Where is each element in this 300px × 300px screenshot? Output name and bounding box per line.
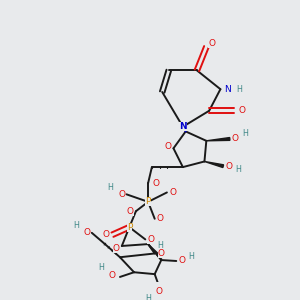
Text: H: H [158,241,163,250]
Text: O: O [158,249,165,258]
Polygon shape [148,244,162,259]
Text: H: H [236,85,242,94]
Text: H: H [108,183,113,192]
Text: O: O [169,188,176,197]
Text: O: O [238,106,245,115]
Text: O: O [109,271,116,280]
Text: N: N [224,85,231,94]
Text: H: H [188,252,194,261]
Text: P: P [146,197,151,206]
Text: O: O [178,256,185,266]
Text: O: O [232,134,239,143]
Polygon shape [206,137,230,141]
Text: O: O [208,39,215,48]
Text: O: O [157,214,164,223]
Text: O: O [127,207,134,216]
Text: H: H [98,263,104,272]
Text: P: P [127,223,132,232]
Text: O: O [152,178,159,188]
Text: O: O [164,142,171,151]
Text: O: O [113,244,120,253]
Text: H: H [235,165,241,174]
Text: N: N [179,122,187,131]
Text: H: H [242,129,248,138]
Text: H: H [145,294,151,300]
Text: O: O [156,286,163,296]
Text: O: O [225,162,233,171]
Text: O: O [102,230,110,239]
Text: H: H [73,221,79,230]
Text: O: O [118,190,125,199]
Text: O: O [147,235,155,244]
Polygon shape [205,161,224,167]
Text: O: O [84,228,91,237]
